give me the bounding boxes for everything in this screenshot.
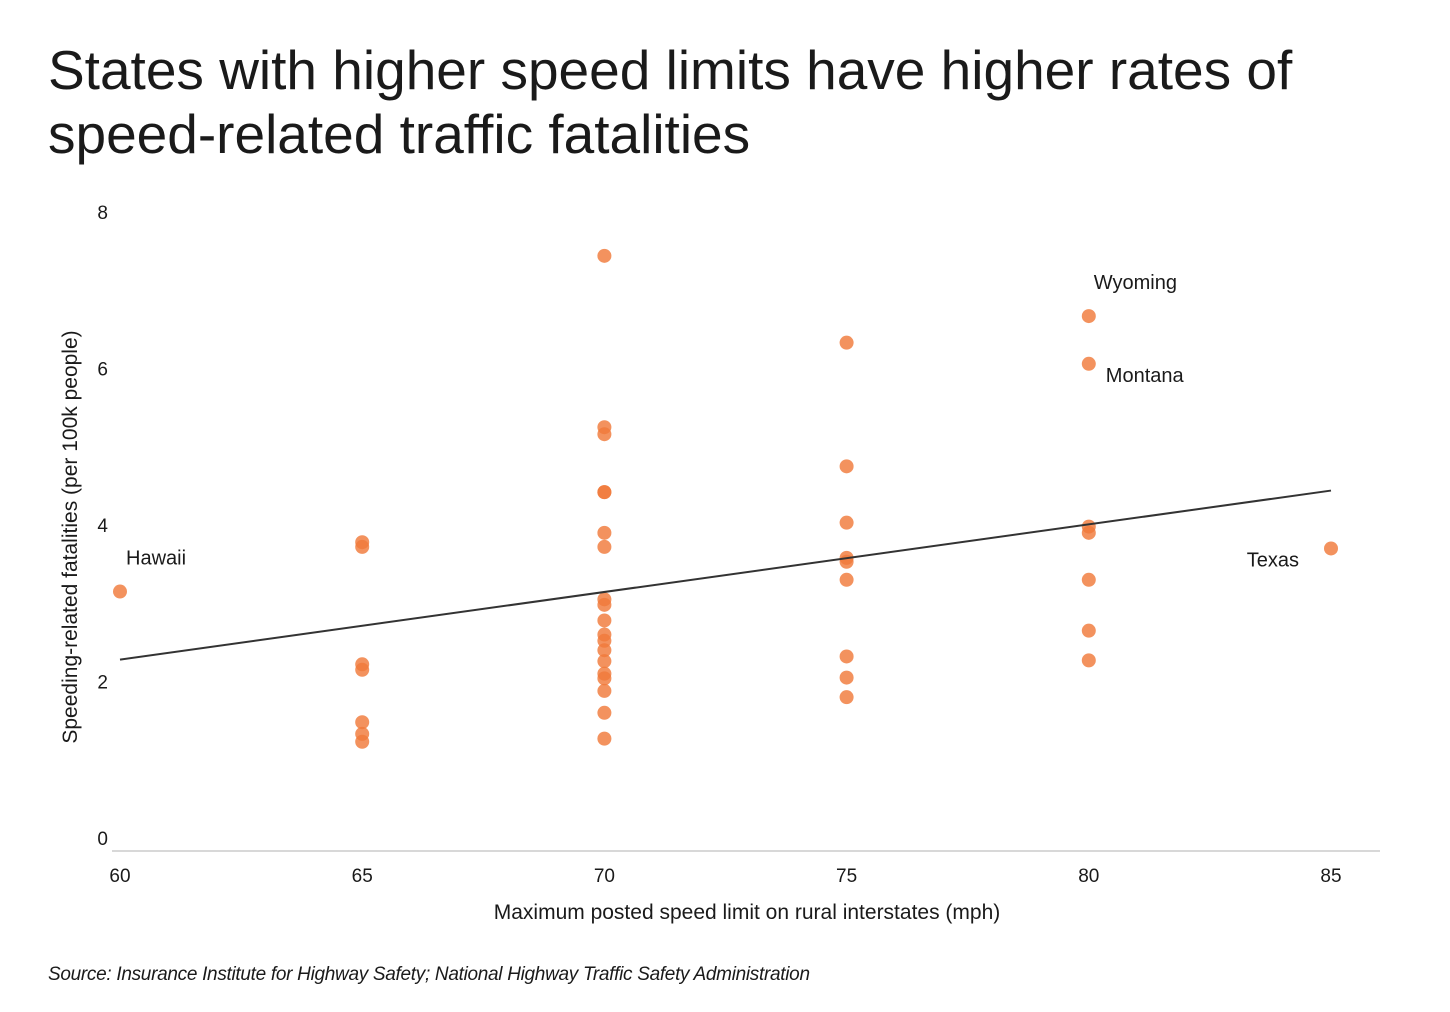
- data-point: [839, 459, 854, 474]
- data-point: [839, 649, 854, 664]
- x-tick-label: 85: [1320, 866, 1341, 887]
- annotation-label: Wyoming: [1094, 272, 1177, 294]
- data-point: [597, 248, 612, 263]
- x-axis-title: Maximum posted speed limit on rural inte…: [494, 901, 1001, 924]
- data-point: [355, 539, 370, 554]
- data-point: [839, 335, 854, 350]
- annotation-label: Texas: [1247, 549, 1299, 571]
- data-point: [597, 671, 612, 686]
- data-point: [1081, 572, 1096, 587]
- data-point: [113, 584, 127, 599]
- x-tick-label: 70: [594, 866, 615, 887]
- data-point: [355, 715, 370, 730]
- data-point: [839, 572, 854, 587]
- data-point: [597, 613, 612, 628]
- y-tick-label: 0: [97, 829, 108, 850]
- data-point: [597, 643, 612, 658]
- annotations: Hawaii Wyoming Montana Texas: [126, 272, 1299, 571]
- data-point: [1081, 309, 1096, 324]
- data-points: [113, 248, 1338, 749]
- data-point: [597, 427, 612, 442]
- data-point: [597, 705, 612, 720]
- data-point: [839, 670, 854, 685]
- trend-line: [119, 489, 1332, 661]
- annotation-label: Montana: [1106, 365, 1185, 387]
- data-point: [597, 683, 612, 698]
- x-tick-label: 75: [836, 866, 857, 887]
- data-point: [355, 662, 370, 677]
- chart-title: States with higher speed limits have hig…: [48, 39, 1293, 165]
- annotation-label: Hawaii: [126, 548, 186, 570]
- data-point: [597, 731, 612, 746]
- y-tick-label: 4: [97, 516, 108, 537]
- x-tick-label: 65: [352, 866, 373, 887]
- data-point: [597, 485, 612, 500]
- data-point: [839, 690, 854, 705]
- x-tick-label: 60: [109, 866, 130, 887]
- data-point: [1081, 623, 1096, 638]
- y-tick-label: 2: [97, 673, 108, 694]
- x-tick-label: 80: [1078, 866, 1099, 887]
- y-tick-label: 8: [97, 203, 108, 224]
- data-point: [839, 515, 854, 530]
- data-point: [1081, 525, 1096, 540]
- data-point: [597, 597, 612, 612]
- y-tick-labels: 0 2 4 6 8: [97, 203, 108, 850]
- data-point: [1081, 653, 1096, 668]
- y-tick-label: 6: [97, 360, 108, 381]
- data-point: [1081, 356, 1096, 371]
- source-note: Source: Insurance Institute for Highway …: [48, 964, 810, 985]
- data-point: [1324, 541, 1338, 556]
- data-point: [597, 525, 612, 540]
- data-point: [597, 654, 612, 669]
- x-tick-labels: 60 65 70 75 80 85: [109, 866, 1341, 887]
- y-axis-title: Speeding-related fatalities (per 100k pe…: [59, 330, 82, 743]
- data-point: [355, 734, 370, 749]
- data-point: [597, 539, 612, 554]
